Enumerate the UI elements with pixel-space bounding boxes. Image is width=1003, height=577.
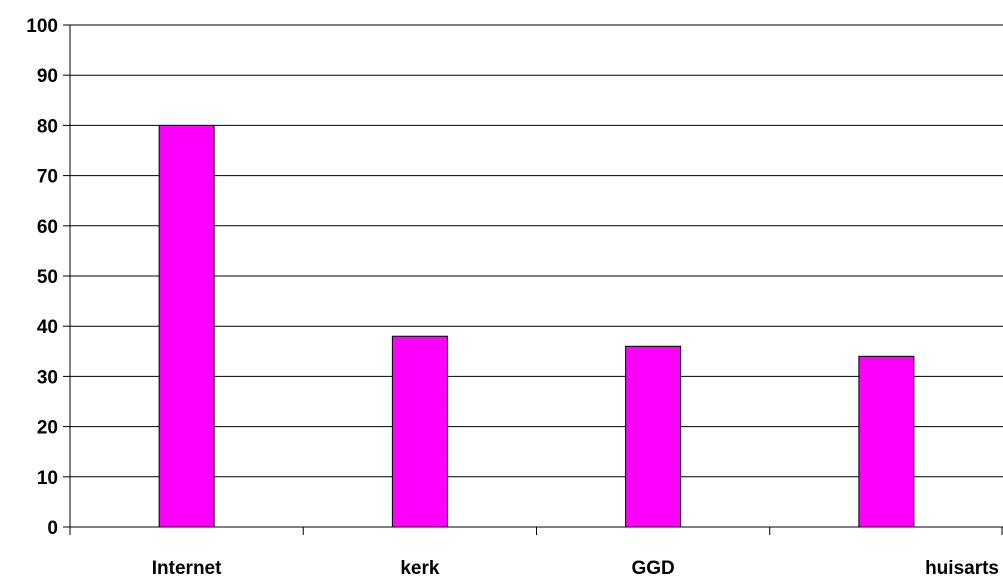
y-tick-label: 20 [37,418,58,439]
y-tick-label: 90 [37,66,58,87]
bar-huisarts [858,355,915,528]
y-tick-label: 100 [26,16,58,37]
y-tick-label: 70 [37,167,58,188]
x-category-label: huisarts [925,558,999,577]
y-tick-label: 60 [37,217,58,238]
y-tick-label: 0 [47,518,58,539]
bar-ggd [625,345,682,528]
y-tick-labels: 0 10 20 30 40 50 60 70 80 90 100 [26,16,58,539]
x-category-labels: Internet kerk GGD huisarts [152,558,999,577]
bar-kerk [391,335,448,528]
y-tick-label: 80 [37,116,58,137]
x-category-label: kerk [400,558,440,577]
axes [63,24,1003,535]
gridlines [70,24,1003,478]
y-tick-label: 30 [37,367,58,388]
x-category-label: Internet [152,558,222,577]
y-tick-label: 40 [37,317,58,338]
x-category-label: GGD [631,558,674,577]
bar-internet [158,124,215,528]
y-tick-label: 50 [37,267,58,288]
y-tick-label: 10 [37,468,58,489]
